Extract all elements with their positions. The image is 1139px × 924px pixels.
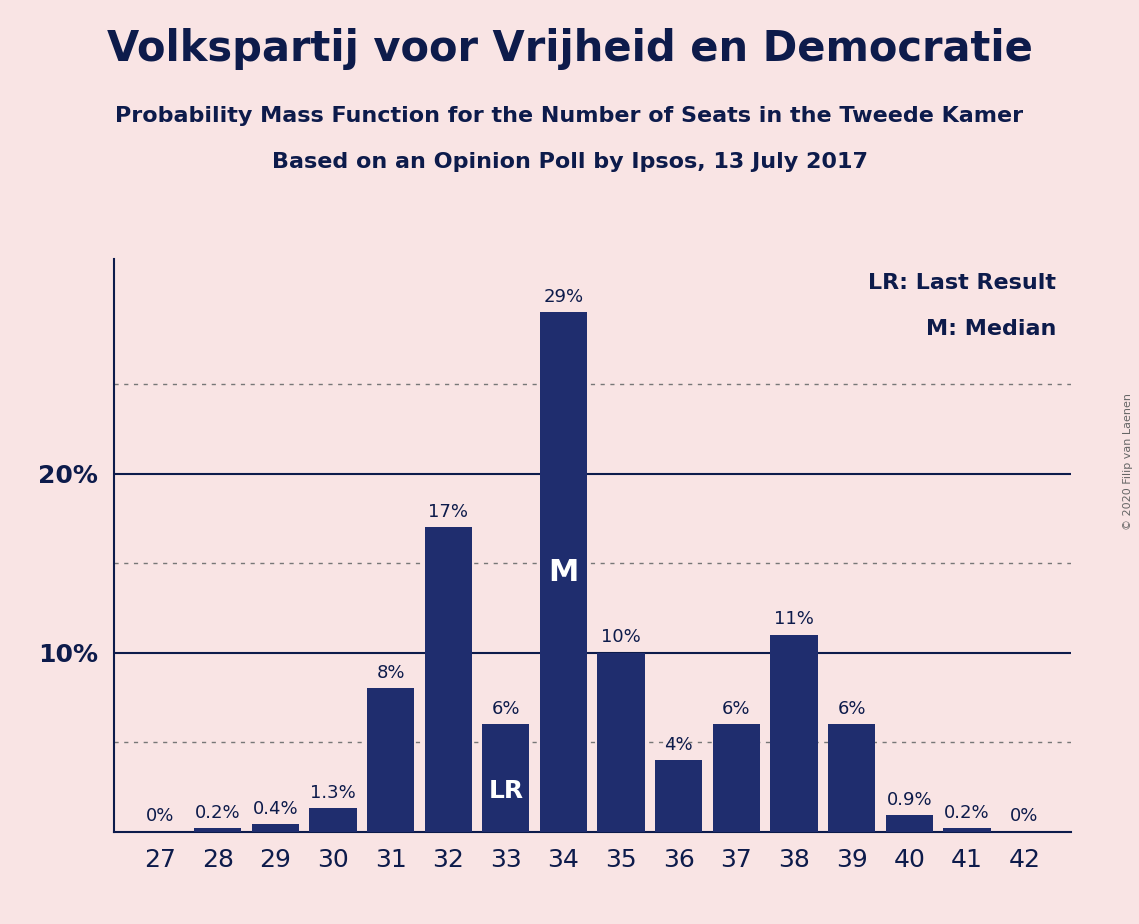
- Text: 0.2%: 0.2%: [195, 804, 240, 821]
- Text: 6%: 6%: [722, 699, 751, 718]
- Bar: [482, 724, 530, 832]
- Bar: [770, 635, 818, 832]
- Text: 8%: 8%: [376, 664, 404, 682]
- Text: 29%: 29%: [543, 288, 583, 306]
- Text: 17%: 17%: [428, 503, 468, 521]
- Bar: [194, 828, 241, 832]
- Text: Based on an Opinion Poll by Ipsos, 13 July 2017: Based on an Opinion Poll by Ipsos, 13 Ju…: [271, 152, 868, 173]
- Text: M: Median: M: Median: [926, 319, 1056, 339]
- Text: 0.2%: 0.2%: [944, 804, 990, 821]
- Bar: [540, 312, 587, 832]
- Text: 1.3%: 1.3%: [310, 784, 355, 802]
- Bar: [886, 816, 933, 832]
- Bar: [943, 828, 991, 832]
- Text: 11%: 11%: [775, 611, 814, 628]
- Text: Probability Mass Function for the Number of Seats in the Tweede Kamer: Probability Mass Function for the Number…: [115, 106, 1024, 127]
- Text: 6%: 6%: [837, 699, 866, 718]
- Text: M: M: [548, 557, 579, 587]
- Bar: [425, 528, 472, 832]
- Bar: [252, 824, 298, 832]
- Text: 0%: 0%: [146, 808, 174, 825]
- Text: 10%: 10%: [601, 628, 641, 646]
- Bar: [310, 808, 357, 832]
- Bar: [828, 724, 875, 832]
- Text: LR: Last Result: LR: Last Result: [868, 274, 1056, 293]
- Bar: [713, 724, 760, 832]
- Text: 4%: 4%: [664, 736, 693, 754]
- Bar: [655, 760, 703, 832]
- Text: Volkspartij voor Vrijheid en Democratie: Volkspartij voor Vrijheid en Democratie: [107, 28, 1032, 69]
- Text: © 2020 Filip van Laenen: © 2020 Filip van Laenen: [1123, 394, 1133, 530]
- Bar: [367, 688, 415, 832]
- Text: 6%: 6%: [492, 699, 521, 718]
- Text: 0%: 0%: [1010, 808, 1039, 825]
- Text: 0.4%: 0.4%: [253, 800, 298, 818]
- Text: 0.9%: 0.9%: [886, 791, 932, 809]
- Text: LR: LR: [489, 779, 524, 803]
- Bar: [598, 652, 645, 832]
